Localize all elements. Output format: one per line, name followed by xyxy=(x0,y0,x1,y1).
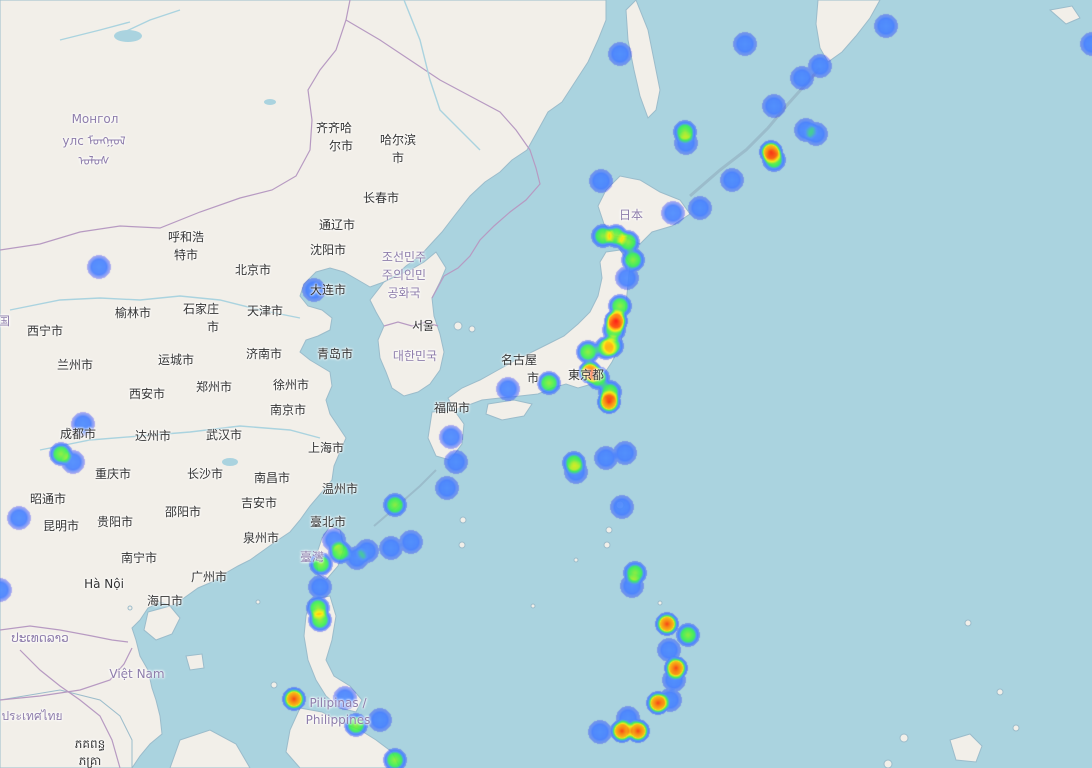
label-cambodia: ភគពន្ធ xyxy=(74,737,106,751)
label-thailand: ประเทศไทย xyxy=(1,709,63,723)
label-nanning: 南宁市 xyxy=(120,551,158,565)
label-changchun: 长春市 xyxy=(362,191,400,205)
label-yulin: 榆林市 xyxy=(114,306,152,320)
label-jinan: 济南市 xyxy=(245,347,283,361)
label-quanzhou: 泉州市 xyxy=(242,531,280,545)
label-nanchang: 南昌市 xyxy=(253,471,291,485)
label-shanghai: 上海市 xyxy=(307,441,345,455)
label-shenyang: 沈阳市 xyxy=(309,243,347,257)
label-shijiazhuang: 石家庄 xyxy=(182,302,220,316)
label-yuncheng: 运城市 xyxy=(157,353,195,367)
label-qiqihar-2: 尔市 xyxy=(328,139,354,153)
label-hanoi: Hà Nội xyxy=(84,577,124,591)
label-chengdu: 成都市 xyxy=(59,427,97,441)
label-north-korea: 조선민주 xyxy=(381,250,427,264)
label-taipei: 臺北市 xyxy=(309,515,347,529)
label-changsha: 长沙市 xyxy=(186,467,224,481)
label-hohhot: 呼和浩 xyxy=(167,230,205,244)
label-dazhou: 达州市 xyxy=(134,429,172,443)
label-guangzhou: 广州市 xyxy=(190,570,228,584)
label-tokyo: 東京都 xyxy=(567,368,605,382)
label-wuhan: 武汉市 xyxy=(205,428,243,442)
label-mongolia-script: улс ᠮᠣᠩᠭᠣᠯ xyxy=(62,134,126,148)
label-shijiazhuang-2: 市 xyxy=(206,320,220,334)
label-beijing: 北京市 xyxy=(234,263,272,277)
label-cambodia-2: ភគ្រា xyxy=(78,754,102,768)
label-jian: 吉安市 xyxy=(240,496,278,510)
label-nanjing: 南京市 xyxy=(269,403,307,417)
label-laos: ປະເທດລາວ xyxy=(11,631,69,645)
label-qingdao: 青岛市 xyxy=(316,347,354,361)
label-japan: 日本 xyxy=(618,208,644,222)
label-xian: 西安市 xyxy=(128,387,166,401)
label-zhengzhou: 郑州市 xyxy=(195,380,233,394)
label-qiqihar: 齐齐哈 xyxy=(315,121,353,135)
label-south-korea: 대한민국 xyxy=(392,349,438,363)
label-fukuoka: 福岡市 xyxy=(433,401,471,415)
label-shaoyang: 邵阳市 xyxy=(164,505,202,519)
label-nagoya: 名古屋 xyxy=(500,353,538,367)
label-hohhot-2: 特市 xyxy=(173,248,199,262)
label-lanzhou: 兰州市 xyxy=(56,358,94,372)
label-philippines-2: Philippines xyxy=(305,713,371,727)
label-seoul: 서울 xyxy=(411,319,435,333)
label-xining: 西宁市 xyxy=(26,324,64,338)
label-taiwan: 臺灣 xyxy=(299,550,325,564)
label-north-korea-3: 공화국 xyxy=(387,286,421,300)
label-tianjin: 天津市 xyxy=(246,304,284,318)
label-mongolia-script-2: ᠤᠯᠤᠰ xyxy=(78,154,110,168)
label-north-korea-2: 주의인민 xyxy=(381,268,427,282)
label-vietnam: Việt Nam xyxy=(109,667,165,681)
label-zhaotong: 昭通市 xyxy=(29,492,67,506)
label-harbin: 哈尔滨 xyxy=(379,133,417,147)
label-tongliao: 通辽市 xyxy=(318,218,356,232)
label-nagoya-2: 市 xyxy=(526,371,540,385)
label-wenzhou: 温州市 xyxy=(321,482,359,496)
label-dalian: 大连市 xyxy=(309,283,347,297)
label-chongqing: 重庆市 xyxy=(94,467,132,481)
label-edge: 国 xyxy=(0,314,11,328)
label-xuzhou: 徐州市 xyxy=(272,378,310,392)
label-philippines: Pilipinas / xyxy=(309,696,367,710)
label-guiyang: 贵阳市 xyxy=(96,515,134,529)
label-mongolia: Монгол xyxy=(71,112,119,126)
label-kunming: 昆明市 xyxy=(42,519,80,533)
label-harbin-2: 市 xyxy=(391,151,405,165)
label-haikou: 海口市 xyxy=(146,594,184,608)
